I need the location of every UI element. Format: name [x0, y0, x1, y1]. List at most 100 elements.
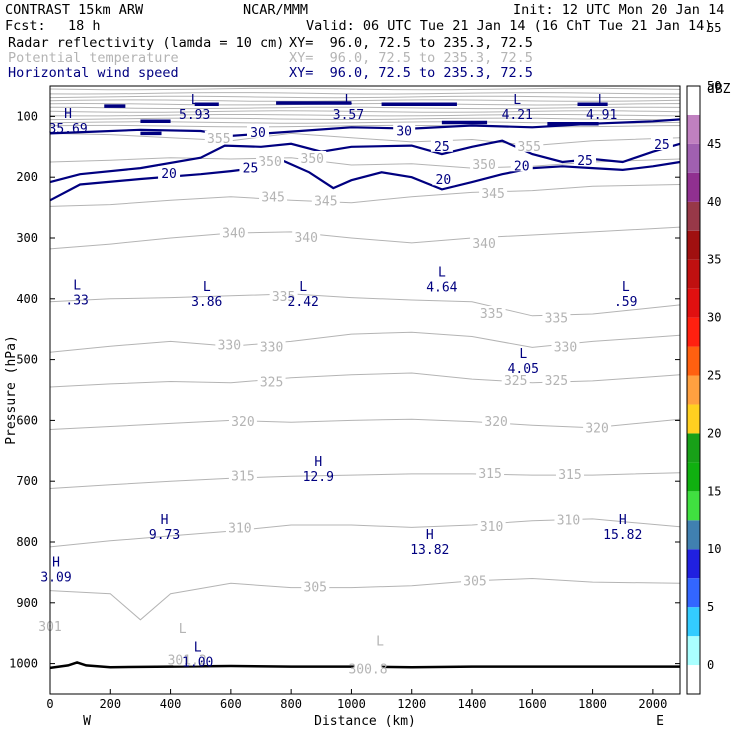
theta-label-bg — [311, 193, 340, 207]
theta-label-bg — [479, 186, 508, 200]
theta-contour-line — [49, 293, 681, 317]
theta-contour-label: 340 — [294, 231, 317, 246]
theta-label-bg — [354, 661, 383, 675]
wind-extremum-marker: H — [619, 513, 627, 528]
theta-contour-label: 320 — [484, 415, 507, 430]
y-tick-label: 700 — [16, 474, 38, 488]
wind-extremum-value: 35.69 — [49, 122, 88, 137]
theta-contour-label: 335 — [480, 307, 503, 322]
y-tick-label: 800 — [16, 535, 38, 549]
theta-label-bg — [482, 414, 511, 428]
wind-contour-label: 20 — [161, 167, 177, 182]
colorbar-segment — [687, 491, 700, 521]
wind-extremum-value: 1.00 — [182, 655, 213, 670]
colorbar-level-label: 20 — [707, 426, 721, 440]
theta-label-bg — [204, 130, 233, 144]
wind-extremum-value: 4.21 — [502, 108, 533, 123]
y-tick-label: 200 — [16, 170, 38, 184]
theta-stratosphere-line — [49, 124, 681, 128]
wind-contour-label: 20 — [514, 159, 530, 174]
theta-contour-label: 305 — [304, 581, 327, 596]
x-axis-west-label: W — [83, 714, 91, 729]
theta-label-bg — [470, 236, 499, 250]
colorbar-segment — [687, 259, 700, 289]
theta-label-bg — [551, 339, 580, 353]
theta-stratosphere-line — [49, 87, 681, 91]
colorbar-segment — [687, 230, 700, 260]
theta-label-bg — [477, 306, 506, 319]
wind-label-bg — [239, 160, 262, 174]
theta-contour-label: 350 — [258, 155, 281, 170]
theta-label-bg — [259, 189, 288, 203]
theta-stratosphere-line — [49, 117, 681, 121]
theta-label-bg — [173, 652, 202, 666]
wind-extremum-marker: H — [314, 455, 322, 470]
valid-time: Valid: 06 UTC Tue 21 Jan 14 (16 ChT Tue … — [306, 18, 713, 34]
wind-contour-label: 25 — [243, 162, 259, 177]
theta-contour-line — [49, 226, 681, 250]
theta-label-bg — [555, 467, 584, 481]
fcst-value: 18 h — [68, 18, 101, 34]
theta-contour-label: 355 — [518, 140, 541, 155]
wind-extremum-value: 5.93 — [179, 108, 210, 123]
colorbar-segment — [687, 665, 700, 694]
wind-label-bg — [510, 158, 533, 172]
colorbar-segment — [687, 375, 700, 405]
init-time: Init: 12 UTC Mon 20 Jan 14 — [513, 2, 725, 18]
theta-label-bg — [219, 225, 248, 239]
x-tick-label: 1400 — [458, 697, 487, 711]
y-tick-label: 400 — [16, 292, 38, 306]
theta-contour-label: 330 — [218, 339, 241, 354]
plot-frame — [49, 85, 681, 695]
colorbar-segment — [687, 607, 700, 637]
theta-label-bg — [228, 414, 257, 428]
x-tick-label: 0 — [46, 697, 53, 711]
theta-contour-label: 310 — [480, 520, 503, 535]
theta-contour-label: 325 — [260, 376, 283, 391]
wind-extremum-marker: L — [299, 280, 307, 295]
colorbar-segment — [687, 636, 700, 666]
theta-label-bg — [256, 154, 285, 167]
colorbar-level-label: 50 — [707, 79, 721, 93]
x-tick-label: 1200 — [397, 697, 426, 711]
surface-pressure-line — [49, 661, 680, 670]
theta-contours — [49, 132, 681, 621]
theta-extremum-marker: L — [376, 634, 384, 649]
colorbar-segment — [687, 172, 700, 202]
colorbar-level-label: 55 — [707, 21, 721, 35]
theta-label-bg — [515, 138, 544, 152]
field-theta-name: Potential temperature — [8, 50, 179, 66]
theta-stratosphere-line — [49, 114, 681, 117]
x-tick-label: 2000 — [638, 697, 667, 711]
wind-extremum-value: .59 — [614, 295, 637, 310]
theta-label-bg — [476, 465, 505, 479]
theta-contour-label: 330 — [260, 340, 283, 355]
wind-extremum-marker: L — [513, 93, 521, 108]
x-tick-label: 400 — [160, 697, 182, 711]
theta-label-bg — [228, 468, 257, 482]
y-tick-label: 300 — [16, 231, 38, 245]
theta-contour-line — [49, 157, 681, 169]
surface-pressure-line — [49, 661, 680, 670]
theta-label-bg — [583, 420, 612, 434]
fcst-label: Fcst: — [5, 18, 46, 34]
y-tick-label: 900 — [16, 596, 38, 610]
wind-extremum-marker: L — [73, 279, 81, 294]
field-reflectivity-xy: XY= 96.0, 72.5 to 235.3, 72.5 — [289, 35, 533, 51]
wind-extremum-value: 4.91 — [586, 108, 617, 123]
wind-contour-label: 30 — [396, 125, 412, 140]
field-reflectivity-name: Radar reflectivity (lamda = 10 cm) — [8, 35, 285, 51]
colorbar-level-label: 45 — [707, 137, 721, 151]
x-axis-label: Distance (km) — [314, 714, 416, 729]
wind-extremum-marker: L — [345, 93, 353, 108]
y-tick-label: 1000 — [9, 657, 38, 671]
colorbar-segment — [687, 346, 700, 376]
theta-contour-label: 310 — [557, 514, 580, 529]
theta-label-bg — [461, 573, 490, 587]
wind-contour-label: 25 — [654, 138, 670, 153]
theta-contour-line — [49, 184, 681, 207]
wind-extremum-marker: L — [519, 347, 527, 362]
wind-extremum-value: 3.09 — [40, 570, 71, 585]
x-tick-label: 800 — [280, 697, 302, 711]
y-axis-label: Pressure (hPa) — [4, 335, 19, 445]
